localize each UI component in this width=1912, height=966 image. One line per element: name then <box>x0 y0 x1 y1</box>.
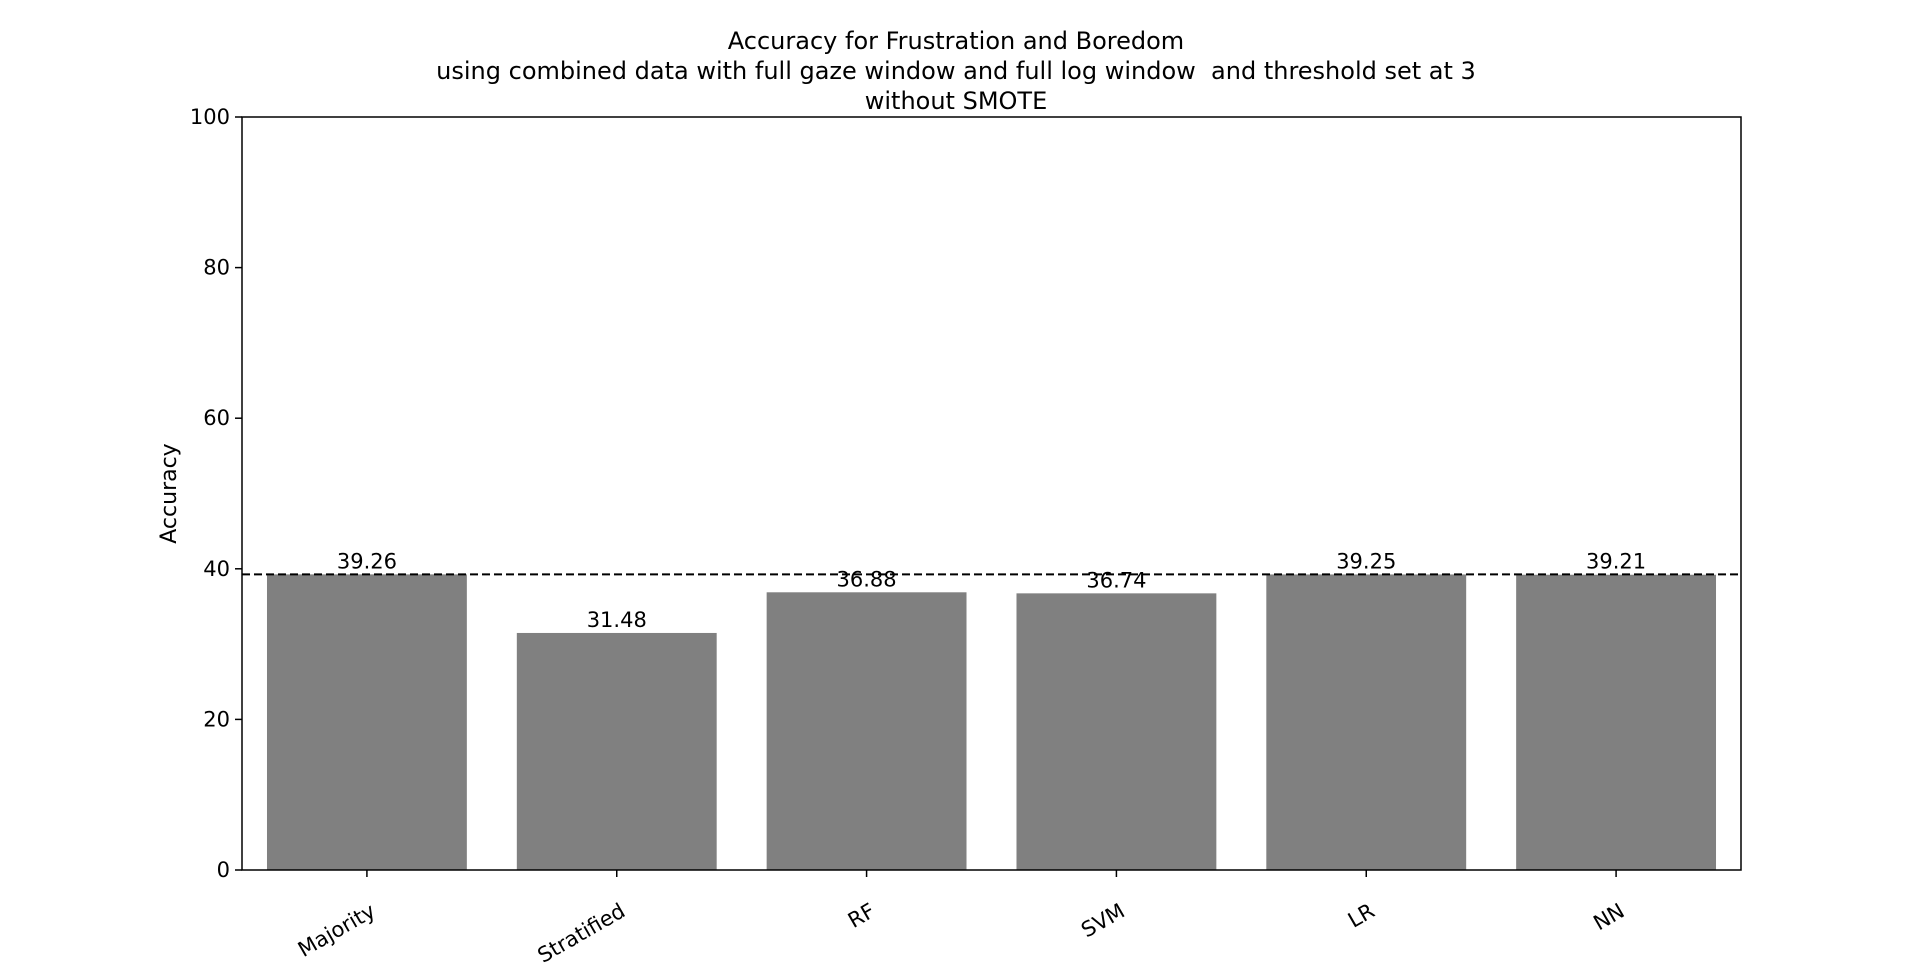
bar-value-label: 39.26 <box>337 549 397 573</box>
bar-nn <box>1516 574 1717 870</box>
y-tick-label: 40 <box>203 557 230 581</box>
bar-rf <box>766 592 967 870</box>
chart-title-line-1: Accuracy for Frustration and Boredom <box>727 27 1185 55</box>
y-axis: 0 20 40 60 80 100 <box>190 105 242 882</box>
bar-stratified <box>516 632 717 870</box>
bar-value-label: 36.74 <box>1086 568 1146 592</box>
bar-lr <box>1266 574 1467 870</box>
x-tick-label: Stratified <box>534 899 630 966</box>
x-tick-label: LR <box>1344 899 1379 933</box>
bar-value-label: 31.48 <box>587 608 647 632</box>
y-tick-label: 60 <box>203 406 230 430</box>
plot-frame <box>241 116 1742 871</box>
y-tick-label: 0 <box>217 858 230 882</box>
x-tick-label: Majority <box>294 899 379 962</box>
bar-value-label: 39.21 <box>1586 550 1646 574</box>
y-tick-label: 20 <box>203 707 230 731</box>
x-axis: Majority Stratified RF SVM LR NN <box>294 870 1629 966</box>
bar-value-label: 36.88 <box>837 567 897 591</box>
chart-title: Accuracy for Frustration and Boredom usi… <box>0 26 1912 116</box>
y-axis-label: Accuracy <box>157 443 182 543</box>
bar-value-label: 39.25 <box>1336 549 1396 573</box>
x-tick-label: NN <box>1589 899 1628 935</box>
bars-group <box>266 574 1717 870</box>
x-tick-label: SVM <box>1077 899 1129 943</box>
chart-title-line-2: using combined data with full gaze windo… <box>436 57 1476 85</box>
y-tick-label: 100 <box>190 105 230 129</box>
bar-svm <box>1016 593 1217 870</box>
chart-title-line-3: without SMOTE <box>864 87 1048 115</box>
bar-labels-group: 39.26 31.48 36.88 36.74 39.25 39.21 <box>337 549 1646 632</box>
x-tick-label: RF <box>844 899 879 933</box>
y-tick-label: 80 <box>203 256 230 280</box>
bar-majority <box>266 574 467 870</box>
